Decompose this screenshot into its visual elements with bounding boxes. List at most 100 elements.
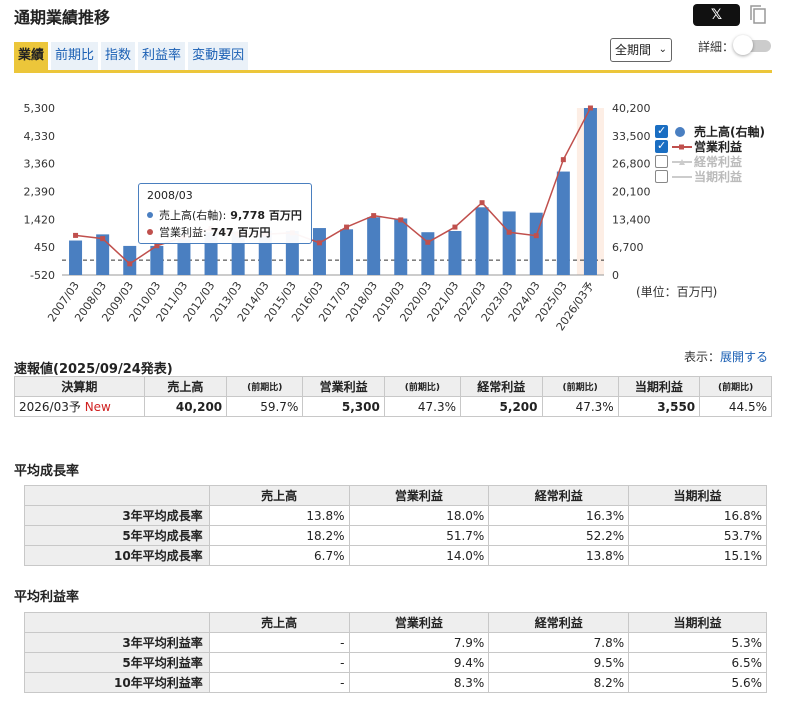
period-select-value: 全期間: [615, 43, 652, 57]
table-row: 5年平均利益率 - 9.4% 9.5% 6.5%: [24, 652, 767, 673]
col-header: 売上高: [143, 376, 228, 397]
row-header: 3年平均成長率: [24, 505, 210, 526]
table-cell: 52.2%: [488, 525, 630, 546]
tab-yoy[interactable]: 前期比: [51, 42, 99, 70]
row-header: 10年平均利益率: [24, 672, 210, 693]
line-point: [452, 224, 458, 230]
table-cell: 53.7%: [628, 525, 767, 546]
checkbox-net[interactable]: [655, 170, 668, 183]
y-left-tick-label: 4,330: [24, 130, 56, 143]
expand-link[interactable]: 展開する: [720, 350, 769, 364]
line-point: [154, 243, 160, 249]
table-row: 5年平均成長率 18.2% 51.7% 52.2% 53.7%: [24, 525, 767, 546]
table-header-row: 売上高 営業利益 経常利益 当期利益: [24, 485, 767, 506]
bar: [502, 211, 516, 275]
table-cell: 40,200: [143, 396, 228, 417]
table-cell: 5.3%: [628, 632, 767, 653]
table-cell: 5,200: [460, 396, 543, 417]
new-badge: New: [84, 400, 111, 414]
checkbox-ordinary[interactable]: [655, 155, 668, 168]
circle-marker-icon: [675, 126, 685, 137]
table-cell: 6.5%: [628, 652, 767, 673]
col-header: 当期利益: [628, 485, 767, 506]
row-header: 5年平均成長率: [24, 525, 210, 546]
table-cell: -: [208, 652, 350, 673]
line-point: [371, 213, 377, 219]
tooltip-row-sales: 売上高(右軸): 9,778 百万円: [147, 206, 303, 223]
bar: [340, 229, 354, 275]
table-row: 2026/03予 New 40,200 59.7% 5,300 47.3% 5,…: [14, 396, 772, 417]
growth-table: 売上高 営業利益 経常利益 当期利益 3年平均成長率 13.8% 18.0% 1…: [24, 485, 767, 566]
line-point: [425, 239, 431, 245]
line-point: [533, 233, 539, 239]
table-cell: 3,550: [617, 396, 701, 417]
legend-item-operating[interactable]: 営業利益: [655, 139, 765, 154]
bar: [448, 230, 462, 275]
table-cell: 13.8%: [488, 545, 630, 566]
legend-item-ordinary[interactable]: 経常利益: [655, 154, 765, 169]
chart-tooltip: 2008/03 売上高(右軸): 9,778 百万円 営業利益: 747 百万円: [138, 183, 312, 244]
col-header: (前期比): [383, 376, 462, 397]
copy-icon[interactable]: [748, 4, 768, 26]
y-left-tick-label: 5,300: [24, 102, 56, 115]
col-header: 経常利益: [460, 376, 543, 397]
col-header: 営業利益: [348, 612, 490, 633]
y-left-tick-label: 3,360: [24, 158, 56, 171]
table-cell: 6.7%: [208, 545, 350, 566]
tab-factors[interactable]: 変動要因: [188, 42, 249, 70]
share-x-button[interactable]: 𝕏: [693, 4, 740, 26]
col-header: 当期利益: [617, 376, 701, 397]
bar: [123, 245, 137, 275]
col-header: 営業利益: [302, 376, 385, 397]
table-cell: 18.2%: [208, 525, 350, 546]
period-cell: 2026/03予 New: [14, 396, 145, 417]
checkbox-operating[interactable]: [655, 139, 668, 153]
bar: [96, 234, 110, 275]
expand-hint: 表示：展開する: [684, 348, 768, 365]
col-header: 経常利益: [488, 485, 630, 506]
dot-icon: [147, 211, 153, 218]
y-right-tick-label: 33,500: [612, 130, 651, 143]
legend-item-sales[interactable]: 売上高(右軸): [655, 124, 765, 139]
table-cell: 5,300: [302, 396, 385, 417]
legend-label-operating: 営業利益: [694, 140, 743, 154]
checkbox-sales[interactable]: [655, 124, 668, 138]
legend-label-sales: 売上高(右軸): [694, 125, 765, 139]
line-point: [127, 261, 133, 267]
period-value: 2026/03予: [19, 400, 81, 414]
tab-margin[interactable]: 利益率: [138, 42, 186, 70]
table-cell: 47.3%: [541, 396, 619, 417]
line-point: [398, 217, 404, 223]
tooltip-label: 売上高(右軸):: [159, 208, 227, 222]
col-header: 売上高: [208, 485, 350, 506]
y-left-tick-label: 2,390: [24, 186, 56, 199]
line-point: [560, 157, 566, 163]
flash-table: 決算期 売上高 (前期比) 営業利益 (前期比) 経常利益 (前期比) 当期利益…: [14, 376, 772, 417]
tooltip-row-operating: 営業利益: 747 百万円: [147, 223, 303, 240]
table-cell: 9.4%: [348, 652, 490, 673]
table-cell: 9.5%: [488, 652, 630, 673]
tooltip-value: 747 百万円: [210, 225, 271, 239]
detail-label: 詳細：: [698, 40, 735, 54]
detail-toggle[interactable]: [733, 35, 773, 55]
tooltip-value: 9,778 百万円: [230, 208, 302, 222]
bar: [177, 238, 191, 275]
bar: [150, 245, 164, 275]
flash-title: 速報値(2025/09/24発表): [14, 362, 173, 377]
table-cell: 47.3%: [383, 396, 462, 417]
dot-icon: [147, 228, 153, 235]
col-header: 売上高: [208, 612, 350, 633]
table-cell: 7.8%: [488, 632, 630, 653]
unit-label: (単位：百万円): [636, 285, 718, 299]
y-right-tick-label: 13,400: [612, 213, 651, 226]
legend-item-net[interactable]: 当期利益: [655, 169, 765, 184]
col-header: 営業利益: [348, 485, 490, 506]
line-point: [100, 236, 106, 242]
bar: [394, 218, 408, 275]
period-select[interactable]: 全期間 ⌄: [610, 38, 672, 62]
tab-results[interactable]: 業績: [14, 42, 49, 70]
tab-index[interactable]: 指数: [101, 42, 136, 70]
y-right-tick-label: 20,100: [612, 186, 651, 199]
margin-title: 平均利益率: [14, 590, 80, 605]
row-header: 5年平均利益率: [24, 652, 210, 673]
